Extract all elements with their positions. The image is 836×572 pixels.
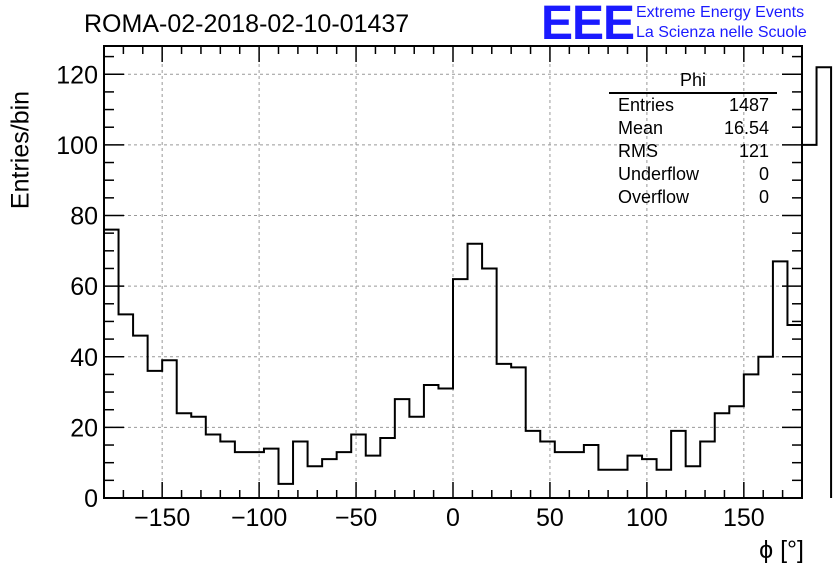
x-tick-label: −50	[335, 504, 377, 532]
eee-logo: EEE	[541, 0, 635, 50]
y-tick-label: 20	[70, 414, 98, 442]
histogram-bin	[177, 413, 192, 498]
histogram-bin	[598, 470, 613, 498]
histogram-bin	[133, 336, 148, 498]
y-axis-label: Entries/bin	[6, 90, 35, 210]
y-tick-label: 120	[56, 61, 98, 89]
histogram-bin	[453, 279, 468, 498]
stats-value: 0	[758, 164, 769, 184]
histogram-bin	[220, 442, 235, 499]
x-tick-label: 0	[446, 504, 460, 532]
histogram-bin	[438, 389, 453, 498]
tick-labels: −150 −100 −50 0 50 100 150 0 20 40 60 80 100 120	[56, 61, 764, 532]
x-tick-label: −100	[231, 504, 287, 532]
plot-frame	[103, 45, 803, 499]
histogram-bin	[424, 385, 439, 498]
y-tick-label: 0	[84, 485, 98, 513]
histogram-bin	[119, 314, 134, 498]
histogram-bin	[657, 470, 672, 498]
stats-row-underflow: Underflow 0	[609, 163, 777, 186]
stats-label: Underflow	[618, 164, 700, 184]
histogram-bin	[642, 459, 657, 498]
histogram-bin	[191, 417, 206, 498]
chart-title: ROMA-02-2018-02-10-01437	[84, 10, 410, 38]
histogram-bin	[729, 406, 744, 498]
histogram-bin	[279, 484, 294, 498]
histogram-bin	[104, 230, 119, 498]
histogram-bin	[526, 431, 541, 498]
histogram-bin	[817, 67, 832, 498]
y-tick-label: 100	[56, 132, 98, 160]
histogram-bin	[308, 466, 323, 498]
logo-line-1: Extreme Energy Events	[636, 4, 805, 21]
histogram-bin	[409, 417, 424, 498]
x-axis-label: ϕ [°]	[759, 536, 804, 564]
stats-row-overflow: Overflow 0	[609, 186, 777, 209]
histogram-bin	[671, 431, 686, 498]
histogram-bin	[700, 442, 715, 499]
histogram-bin	[787, 325, 802, 498]
histogram-bin	[148, 371, 163, 498]
logo-line-2: La Scienza nelle Scuole	[636, 24, 807, 41]
histogram-bin	[468, 244, 483, 498]
y-axis-label-wrap: Entries/bin	[6, 91, 36, 209]
histogram-bin	[686, 466, 701, 498]
histogram-bin	[773, 261, 788, 498]
histogram-bin	[802, 145, 817, 498]
histogram-bin	[351, 434, 366, 498]
histogram-bin	[497, 364, 512, 498]
histogram-bin	[511, 367, 526, 498]
stats-label: Entries	[618, 95, 675, 115]
histogram-bin	[235, 452, 250, 498]
stats-label: RMS	[618, 141, 658, 161]
stats-box: Phi Entries 1487 Mean 16.54 RMS 121 Unde…	[609, 70, 777, 209]
x-tick-label: 50	[536, 504, 564, 532]
histogram-bin	[249, 452, 264, 498]
stats-row-rms: RMS 121	[609, 140, 777, 163]
histogram-bin	[162, 360, 177, 498]
stats-row-entries: Entries 1487	[609, 94, 777, 117]
stats-value: 1487	[728, 95, 769, 115]
x-tick-label: 150	[723, 504, 765, 532]
histogram-bin	[293, 442, 308, 499]
histogram-bin	[744, 374, 759, 498]
stats-label: Overflow	[618, 187, 690, 207]
histogram-bin	[628, 456, 643, 498]
histogram-bin	[540, 442, 555, 499]
stats-title: Phi	[609, 70, 777, 94]
histogram-bin	[482, 268, 497, 498]
y-tick-label: 40	[70, 344, 98, 372]
histogram-bin	[337, 452, 352, 498]
stats-label: Mean	[618, 118, 664, 138]
histogram-bin	[380, 438, 395, 498]
stats-value: 121	[738, 141, 769, 161]
x-tick-label: 100	[626, 504, 668, 532]
stats-value: 0	[758, 187, 769, 207]
stats-row-mean: Mean 16.54	[609, 117, 777, 140]
axis-ticks	[104, 46, 802, 499]
histogram-bin	[584, 445, 599, 498]
histogram-bin	[555, 452, 570, 498]
y-tick-label: 80	[70, 203, 98, 231]
histogram-bin	[715, 413, 730, 498]
x-tick-label: −150	[134, 504, 190, 532]
histogram-bin	[395, 399, 410, 498]
histogram-outline	[103, 66, 833, 498]
y-tick-label: 60	[70, 273, 98, 301]
histogram-bin	[206, 434, 221, 498]
histogram-bin	[569, 452, 584, 498]
histogram-bin	[613, 470, 628, 498]
histogram-bin	[264, 449, 279, 498]
stats-value: 16.54	[723, 118, 769, 138]
histogram-bin	[366, 456, 381, 498]
histogram-bin	[322, 459, 337, 498]
